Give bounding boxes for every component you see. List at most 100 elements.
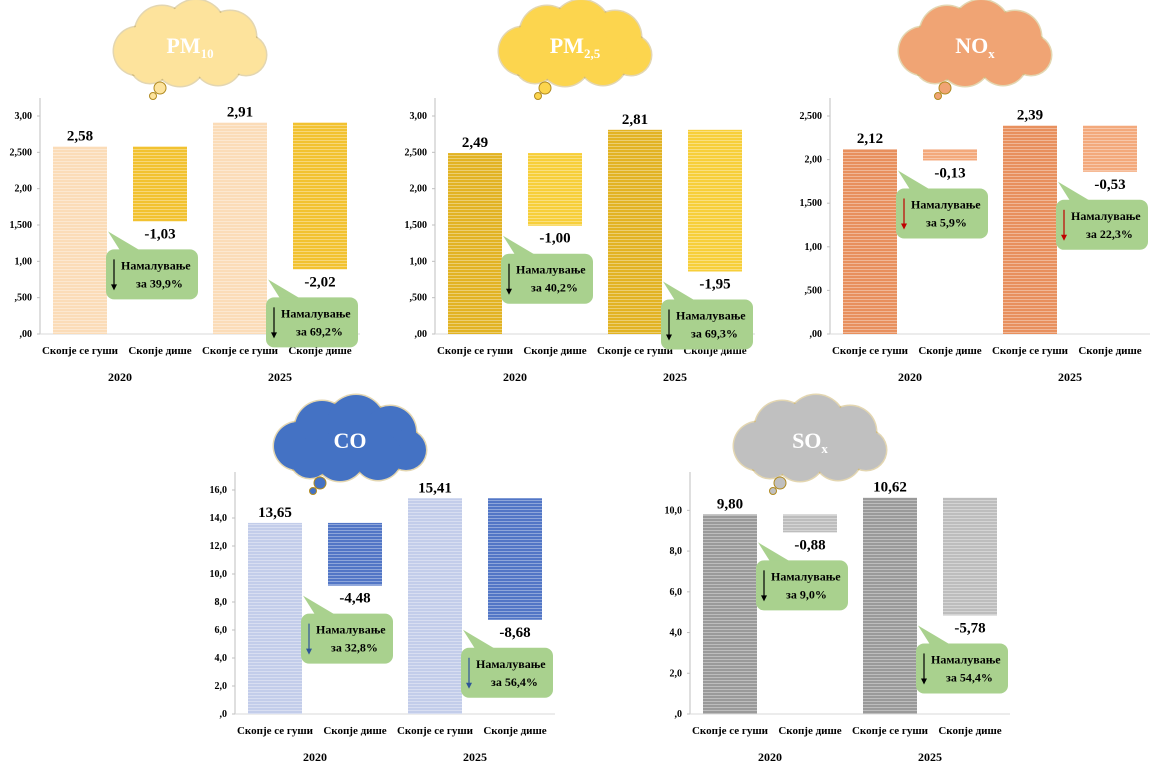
y-tick-label: ,500 [805,285,823,296]
cloud-tail [938,81,952,95]
cloud-title: PM10 [166,33,213,61]
bar [448,153,502,334]
callout [661,299,753,350]
bar [1003,125,1057,334]
callout-tail [918,625,950,645]
group-label: 2020 [303,750,327,762]
callout-text: за 32,8% [331,641,378,655]
decrease-bar [783,514,837,533]
decrease-bar [923,149,977,161]
cloud-title: SOx [792,428,828,456]
value-label: -0,13 [934,165,965,181]
cloud-shape [979,37,1027,85]
callout [461,647,553,698]
title-subscript: x [988,46,995,61]
x-tick-label: Скопје се гуши [437,345,514,357]
callout-text: за 56,4% [491,675,538,689]
x-tick-label: Скопје дише [523,345,586,357]
y-tick-label: 6,0 [215,625,228,636]
x-tick-label: Скопје дише [128,345,191,357]
callout [266,297,358,348]
callout-text: за 39,9% [136,276,183,290]
y-tick-label: ,00 [810,329,823,340]
cloud-title: NOx [955,33,995,61]
callout-text: Намалување [476,657,546,671]
y-tick-label: 16,0 [210,485,228,496]
cloud-shape [354,432,402,480]
y-tick-label: ,00 [415,329,428,340]
value-label: 2,49 [462,135,488,151]
y-tick-label: 10,0 [210,569,228,580]
value-label: 2,58 [67,129,93,145]
callout-tail [503,235,535,255]
callout-arrowhead [466,682,472,689]
cloud-tail [313,476,327,490]
callout-text: Намалување [911,197,981,211]
y-tick-label: ,0 [220,709,228,720]
callout-arrowhead [761,595,767,602]
callout-arrowhead [506,288,512,295]
x-tick-label: Скопје се гуши [42,345,119,357]
y-tick-label: 1,00 [805,242,823,253]
callout [916,643,1008,694]
callout [106,249,198,300]
cloud-tail [538,81,552,95]
decrease-bar [328,522,382,586]
cloud-tail [534,92,542,100]
bar [53,146,107,334]
group-label: 2025 [268,370,292,384]
bar [248,522,302,714]
value-label: 2,81 [622,112,648,128]
y-tick-label: 8,0 [670,546,683,557]
bar [213,122,267,334]
callout-text: Намалување [121,258,191,272]
callout [301,613,393,664]
group-label: 2025 [663,370,687,384]
title-main: PM [550,33,584,58]
cloud-shape [315,431,365,481]
callout-text: за 69,3% [691,327,738,341]
y-tick-label: 1,00 [15,256,33,267]
cloud-shape [775,431,825,481]
callout-arrowhead [1061,234,1067,241]
y-tick-label: 3,00 [15,111,33,122]
callout [1056,199,1148,250]
x-tick-label: Скопје дише [938,725,1001,737]
x-tick-label: Скопје дише [918,345,981,357]
y-tick-label: 1,500 [800,198,823,209]
cloud-shape [579,37,627,85]
value-label: -4,48 [339,591,370,607]
cloud-shape [940,36,990,86]
cloud-shape [540,36,590,86]
cloud-shape [194,37,242,85]
bar [863,497,917,714]
callout [896,188,988,239]
decrease-bar [133,146,187,222]
value-label: 9,80 [717,496,743,512]
value-label: 2,39 [1017,108,1043,124]
group-label: 2020 [503,370,527,384]
value-label: -8,68 [499,625,530,641]
x-tick-label: Скопје се гуши [852,725,929,737]
cloud-shape [290,438,330,478]
callout-text: Намалување [931,652,1001,666]
callout-tail [898,170,930,190]
value-label: 2,91 [227,105,253,121]
bar [843,149,897,334]
callout [501,253,593,304]
callout-arrowhead [271,332,277,339]
bar [408,498,462,714]
title-main: NO [955,33,988,58]
value-label: -1,00 [539,231,570,247]
callout [756,560,848,611]
chart-panel: CO ,0 2,0 4,0 6,0 8,0 10,0 12,0 14,0 16,0 Скопје с… [210,393,555,764]
x-tick-label: Скопје дише [288,345,351,357]
callout-arrowhead [901,223,907,230]
decrease-bar [488,498,542,620]
callout-tail [1058,181,1090,201]
x-tick-label: Скопје дише [323,725,386,737]
y-tick-label: 1,500 [405,220,428,231]
value-label: 2,12 [857,131,883,147]
value-label: -1,03 [144,226,175,242]
value-label: -1,95 [699,277,730,293]
